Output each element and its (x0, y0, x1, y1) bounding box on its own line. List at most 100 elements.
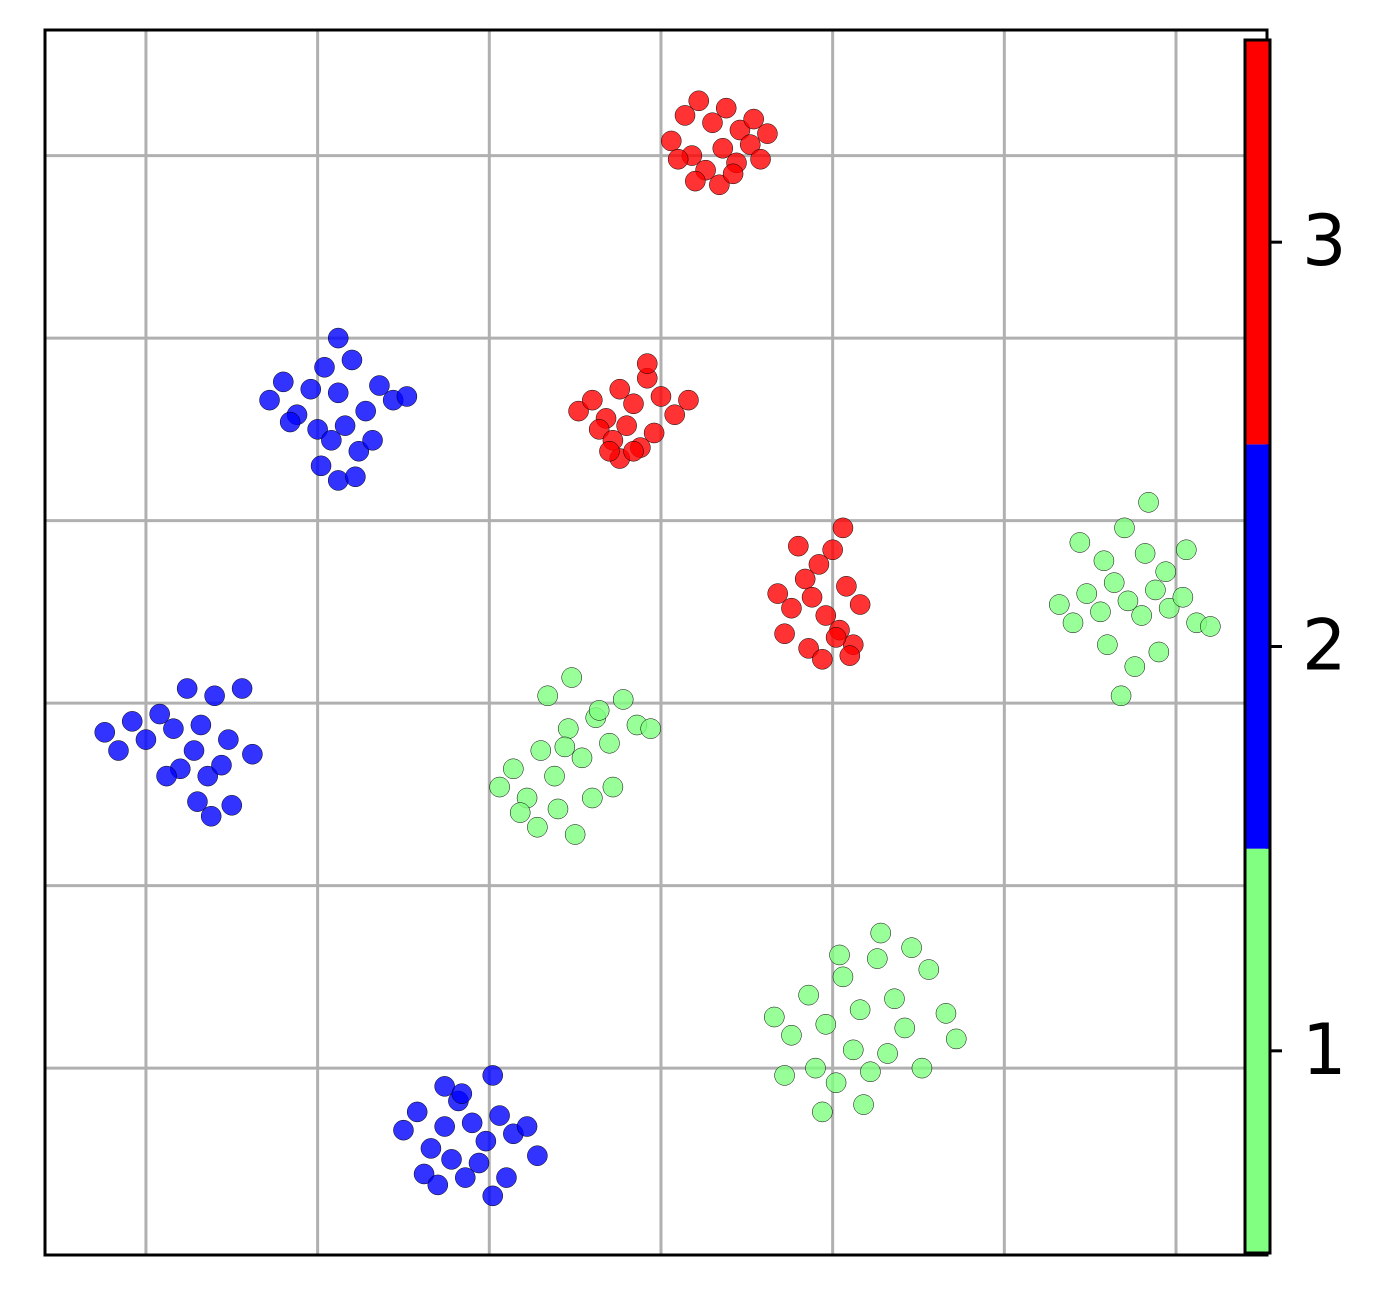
point (839, 645, 861, 666)
point (455, 1167, 476, 1188)
point (190, 714, 212, 736)
point (489, 1105, 510, 1126)
point (327, 382, 349, 404)
colorbar-tick-label: 2 (1302, 605, 1347, 687)
point (434, 1116, 455, 1137)
point (870, 922, 891, 944)
point (643, 422, 665, 444)
point (588, 419, 610, 440)
point (849, 594, 871, 615)
point (894, 1017, 916, 1039)
point (715, 97, 737, 119)
point (369, 375, 390, 396)
point (709, 174, 730, 196)
point (636, 353, 658, 374)
point (815, 605, 837, 626)
point (743, 108, 764, 130)
point (1158, 597, 1180, 619)
point (678, 389, 699, 411)
point (135, 729, 157, 750)
point (609, 378, 631, 400)
point (918, 959, 940, 980)
point (345, 466, 366, 488)
point (558, 718, 579, 739)
point (327, 327, 349, 349)
point (832, 966, 854, 988)
point (1148, 641, 1170, 663)
point (413, 1163, 435, 1185)
point (475, 1130, 497, 1152)
point (279, 411, 301, 433)
point (781, 597, 802, 619)
point (183, 740, 205, 761)
point (829, 944, 850, 966)
point (200, 805, 222, 827)
point (94, 722, 115, 743)
point (832, 517, 854, 539)
point (712, 138, 734, 159)
point (798, 638, 819, 659)
point (530, 740, 552, 761)
point (911, 1057, 933, 1079)
point (427, 1174, 449, 1196)
point (489, 776, 510, 798)
colorbar-segment (1245, 444, 1270, 849)
point (815, 1014, 837, 1035)
point (1103, 572, 1125, 593)
point (197, 765, 219, 787)
point (156, 765, 177, 787)
point (537, 685, 558, 707)
point (218, 729, 239, 750)
point (853, 1094, 874, 1115)
point (341, 349, 363, 371)
point (688, 90, 709, 112)
point (702, 112, 723, 133)
point (451, 1083, 473, 1104)
point (774, 623, 795, 644)
point (640, 718, 661, 739)
point (108, 740, 129, 761)
colorbar-segment (1245, 40, 1270, 445)
point (307, 419, 328, 440)
point (1155, 561, 1176, 582)
point (661, 130, 682, 152)
point (602, 776, 624, 798)
point (1090, 601, 1111, 623)
point (554, 736, 576, 758)
point (348, 440, 370, 462)
point (441, 1149, 462, 1170)
point (667, 148, 689, 170)
point (860, 1061, 881, 1083)
point (1110, 685, 1132, 707)
point (568, 400, 589, 422)
point (1049, 594, 1070, 615)
point (599, 440, 620, 462)
colorbar-tick-label: 3 (1302, 200, 1347, 282)
point (729, 119, 751, 141)
point (547, 798, 569, 820)
point (273, 371, 294, 393)
plot-frame (43, 28, 1269, 1257)
point (812, 1101, 833, 1123)
point (187, 791, 208, 812)
point (176, 678, 198, 699)
point (204, 685, 225, 707)
point (561, 667, 582, 688)
point (935, 1003, 957, 1024)
point (588, 700, 610, 721)
point (509, 802, 531, 823)
point (901, 937, 922, 958)
point (812, 649, 833, 670)
point (808, 554, 830, 575)
point (300, 378, 322, 400)
point (788, 535, 809, 557)
point (798, 984, 819, 1006)
point (544, 765, 565, 787)
point (1145, 579, 1166, 601)
point (612, 689, 634, 710)
point (867, 948, 888, 969)
point (393, 1119, 414, 1141)
point (1124, 656, 1146, 677)
point (805, 1057, 826, 1079)
point (825, 627, 847, 648)
